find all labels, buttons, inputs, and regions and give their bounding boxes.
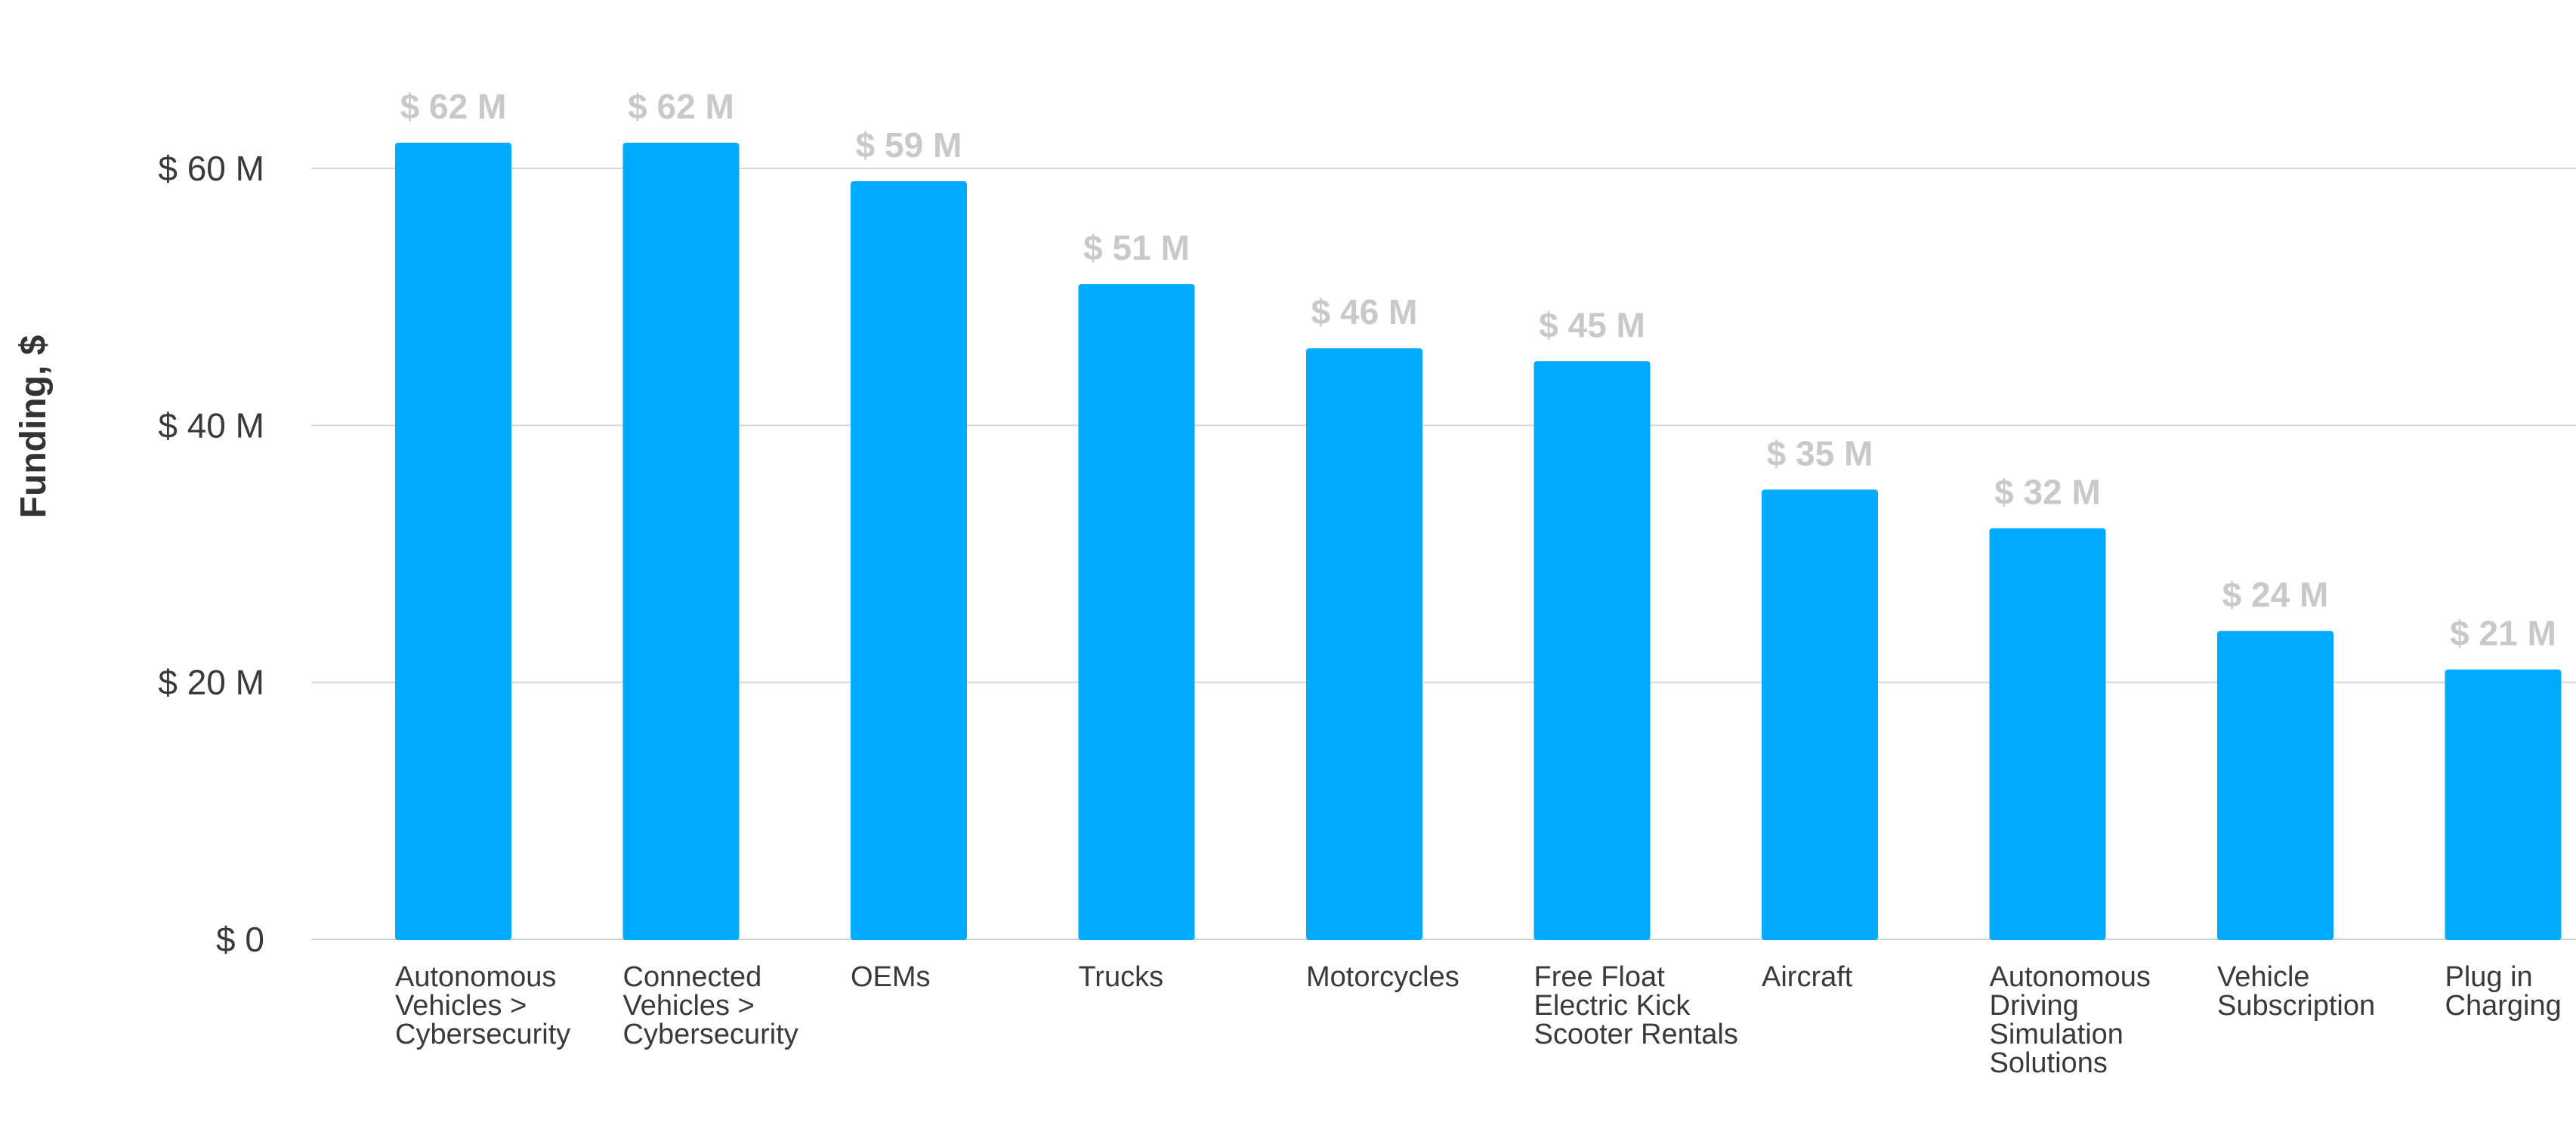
bars	[395, 142, 2562, 940]
x-tick-label-line: Vehicles >	[395, 990, 527, 1022]
x-tick-label-line: Simulation	[1990, 1019, 2124, 1050]
x-tick-label-line: Electric Kick	[1534, 990, 1691, 1022]
x-tick-label-line: Autonomous	[1990, 961, 2151, 993]
bar-value-label: $ 32 M	[1994, 472, 2101, 511]
bar	[1989, 528, 2106, 940]
x-tick-label-line: Cybersecurity	[623, 1019, 798, 1050]
x-tick-label-line: Cybersecurity	[395, 1019, 570, 1050]
bar	[2445, 669, 2562, 940]
y-tick-label: $ 60 M	[158, 149, 264, 188]
x-tick-label: Autonomous Vehicles > Cybersecurity	[395, 961, 570, 1050]
bar-value-label: $ 45 M	[1539, 305, 1645, 344]
x-tick-label-line: Aircraft	[1762, 961, 1853, 993]
x-tick-label-line: OEMs	[851, 961, 931, 993]
x-tick-label-line: Vehicles >	[623, 990, 755, 1022]
y-tick-label: $ 0	[216, 920, 264, 959]
bar-value-label: $ 35 M	[1767, 433, 1873, 473]
x-tick-label-line: Vehicle	[2217, 961, 2310, 993]
x-tick-label: Autonomous Driving Simulation Solutions	[1990, 961, 2151, 1079]
data-labels: $ 62 M $ 62 M $ 59 M $ 51 M $ 46 M $ 45 M $ 35…	[400, 87, 2556, 653]
bar	[1078, 284, 1195, 940]
x-tick-label-line: Solutions	[1990, 1047, 2108, 1079]
bar-value-label: $ 46 M	[1311, 292, 1418, 331]
x-tick-label: Connected Vehicles > Cybersecurity	[623, 961, 798, 1050]
x-tick-label-line: Plug in	[2445, 961, 2533, 993]
bar-value-label: $ 59 M	[856, 125, 962, 165]
x-tick-label: Aircraft	[1762, 961, 1853, 993]
x-tick-label-line: Connected	[623, 961, 762, 993]
x-tick-label: Plug in Charging	[2445, 961, 2562, 1022]
x-tick-label: Free Float Electric Kick Scooter Rentals	[1534, 961, 1738, 1050]
x-tick-label-line: Subscription	[2217, 990, 2375, 1022]
x-tick-label: Motorcycles	[1306, 961, 1459, 993]
x-tick-label-line: Scooter Rentals	[1534, 1019, 1738, 1050]
bar	[622, 142, 740, 940]
bar	[1306, 348, 1422, 940]
x-tick-label-line: Free Float	[1534, 961, 1666, 993]
y-tick-label: $ 40 M	[158, 405, 264, 445]
y-axis-ticks: $ 0 $ 20 M $ 40 M $ 60 M	[158, 149, 264, 959]
bar	[851, 181, 967, 940]
bar-value-label: $ 21 M	[2450, 614, 2556, 653]
bar	[2217, 631, 2334, 940]
x-tick-label-line: Driving	[1990, 990, 2079, 1022]
bar-value-label: $ 62 M	[400, 87, 507, 126]
x-axis-ticks: Autonomous Vehicles > CybersecurityConnect…	[395, 961, 2562, 1079]
bar-value-label: $ 51 M	[1083, 228, 1190, 267]
x-tick-label-line: Autonomous	[395, 961, 556, 993]
x-tick-label: Vehicle Subscription	[2217, 961, 2375, 1022]
y-axis-title: Funding, $	[14, 335, 54, 518]
bar	[395, 142, 511, 940]
bar-value-label: $ 24 M	[2222, 575, 2329, 615]
x-tick-label-line: Charging	[2445, 990, 2562, 1022]
bar-value-label: $ 62 M	[628, 87, 734, 126]
y-tick-label: $ 20 M	[158, 663, 264, 702]
x-tick-label-line: Motorcycles	[1306, 961, 1459, 993]
x-tick-label: OEMs	[851, 961, 931, 993]
bar	[1762, 489, 1878, 940]
x-tick-label: Trucks	[1079, 961, 1164, 993]
bar	[1534, 361, 1651, 940]
x-tick-label-line: Trucks	[1079, 961, 1164, 993]
